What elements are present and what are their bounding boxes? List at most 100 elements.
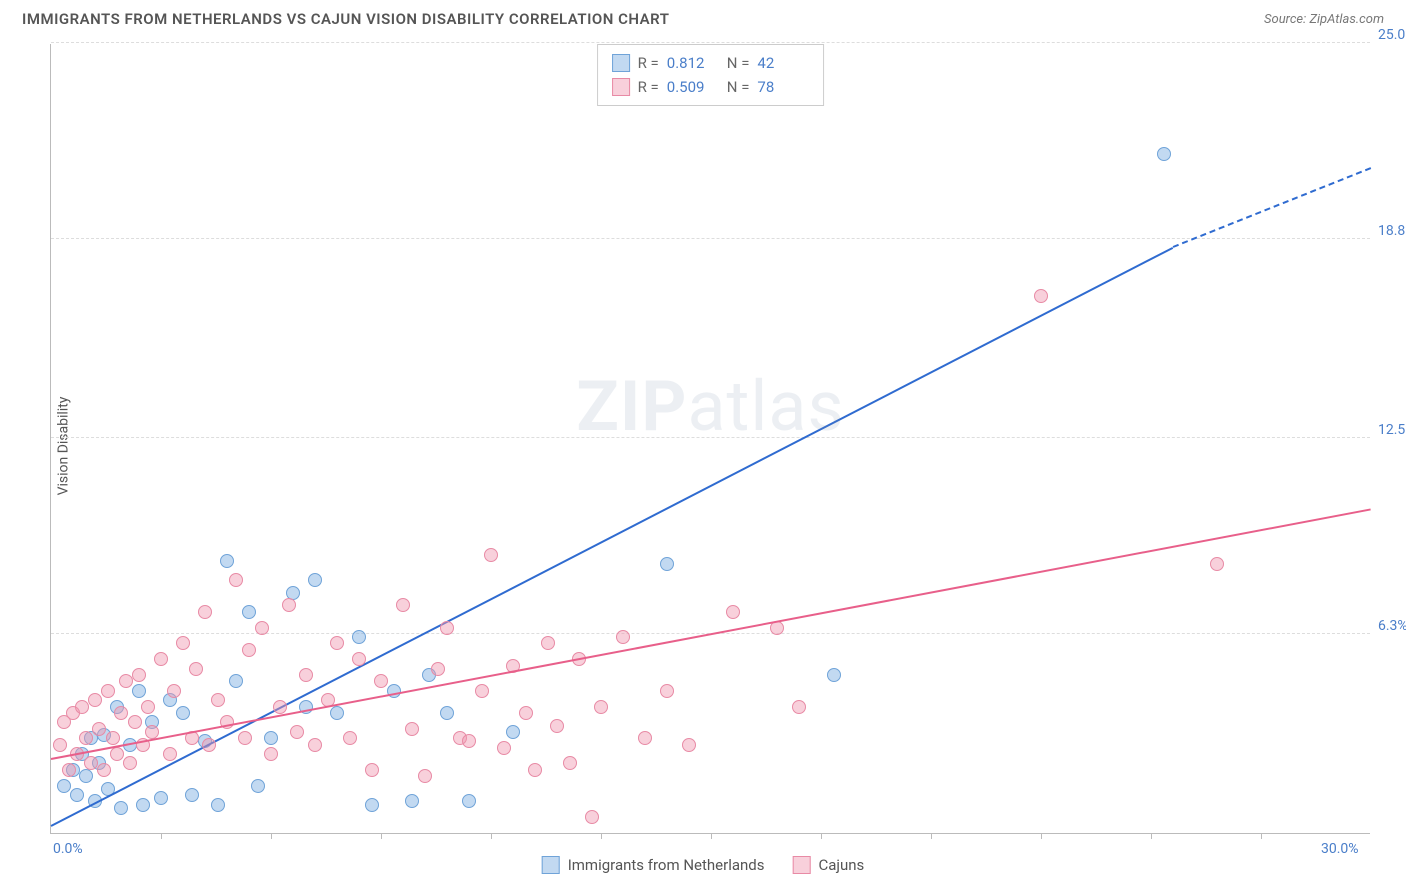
correlation-legend: R =0.812N =42R =0.509N =78: [597, 44, 825, 106]
legend-swatch: [542, 856, 560, 874]
data-point: [396, 598, 410, 612]
data-point: [405, 794, 419, 808]
data-point: [229, 573, 243, 587]
data-point: [106, 731, 120, 745]
data-point: [365, 798, 379, 812]
data-point: [308, 573, 322, 587]
data-point: [202, 738, 216, 752]
data-point: [660, 557, 674, 571]
legend-row: R =0.812N =42: [612, 51, 810, 75]
data-point: [585, 810, 599, 824]
data-point: [352, 630, 366, 644]
data-point: [176, 636, 190, 650]
data-point: [62, 763, 76, 777]
data-point: [167, 684, 181, 698]
data-point: [506, 725, 520, 739]
data-point: [79, 731, 93, 745]
x-tick: [271, 833, 272, 839]
data-point: [519, 706, 533, 720]
data-point: [343, 731, 357, 745]
data-point: [211, 798, 225, 812]
data-point: [497, 741, 511, 755]
data-point: [132, 684, 146, 698]
n-value: 42: [757, 51, 809, 75]
y-gridline: [51, 238, 1370, 239]
data-point: [154, 652, 168, 666]
data-point: [660, 684, 674, 698]
x-tick: [711, 833, 712, 839]
data-point: [123, 756, 137, 770]
data-point: [308, 738, 322, 752]
data-point: [264, 731, 278, 745]
data-point: [365, 763, 379, 777]
data-point: [70, 788, 84, 802]
regression-line: [51, 247, 1174, 827]
data-point: [114, 801, 128, 815]
data-point: [273, 700, 287, 714]
data-point: [1210, 557, 1224, 571]
header: IMMIGRANTS FROM NETHERLANDS VS CAJUN VIS…: [0, 0, 1406, 34]
series-legend: Immigrants from NetherlandsCajuns: [542, 856, 865, 874]
data-point: [79, 769, 93, 783]
chart-title: IMMIGRANTS FROM NETHERLANDS VS CAJUN VIS…: [22, 10, 669, 28]
data-point: [1157, 147, 1171, 161]
data-point: [176, 706, 190, 720]
data-point: [110, 747, 124, 761]
legend-item: Immigrants from Netherlands: [542, 856, 765, 874]
x-tick: [1261, 833, 1262, 839]
y-tick-label: 25.0%: [1378, 27, 1406, 43]
data-point: [185, 788, 199, 802]
plot-area: ZIPatlas R =0.812N =42R =0.509N =78 6.3%…: [50, 44, 1370, 834]
data-point: [255, 621, 269, 635]
data-point: [119, 674, 133, 688]
data-point: [726, 605, 740, 619]
data-point: [1034, 289, 1048, 303]
legend-swatch: [612, 54, 630, 72]
data-point: [136, 798, 150, 812]
x-tick: [1151, 833, 1152, 839]
data-point: [528, 763, 542, 777]
legend-swatch: [792, 856, 810, 874]
data-point: [440, 621, 454, 635]
data-point: [405, 722, 419, 736]
data-point: [541, 636, 555, 650]
source-attribution: Source: ZipAtlas.com: [1264, 12, 1384, 27]
data-point: [211, 693, 225, 707]
data-point: [330, 636, 344, 650]
data-point: [550, 719, 564, 733]
data-point: [418, 769, 432, 783]
data-point: [594, 700, 608, 714]
regression-line: [1173, 167, 1372, 248]
data-point: [92, 722, 106, 736]
data-point: [198, 605, 212, 619]
legend-swatch: [612, 78, 630, 96]
data-point: [114, 706, 128, 720]
data-point: [484, 548, 498, 562]
data-point: [242, 605, 256, 619]
chart: ZIPatlas R =0.812N =42R =0.509N =78 6.3%…: [50, 44, 1370, 834]
y-tick-label: 18.8%: [1378, 223, 1406, 239]
data-point: [462, 734, 476, 748]
data-point: [792, 700, 806, 714]
data-point: [475, 684, 489, 698]
data-point: [352, 652, 366, 666]
legend-label: Immigrants from Netherlands: [568, 856, 765, 874]
data-point: [462, 794, 476, 808]
data-point: [97, 763, 111, 777]
data-point: [282, 598, 296, 612]
x-tick: [491, 833, 492, 839]
data-point: [238, 731, 252, 745]
y-gridline: [51, 437, 1370, 438]
data-point: [128, 715, 142, 729]
x-tick: [931, 833, 932, 839]
data-point: [154, 791, 168, 805]
data-point: [264, 747, 278, 761]
x-tick: [1041, 833, 1042, 839]
data-point: [132, 668, 146, 682]
x-tick: [601, 833, 602, 839]
data-point: [84, 756, 98, 770]
data-point: [189, 662, 203, 676]
data-point: [88, 693, 102, 707]
data-point: [290, 725, 304, 739]
data-point: [75, 700, 89, 714]
